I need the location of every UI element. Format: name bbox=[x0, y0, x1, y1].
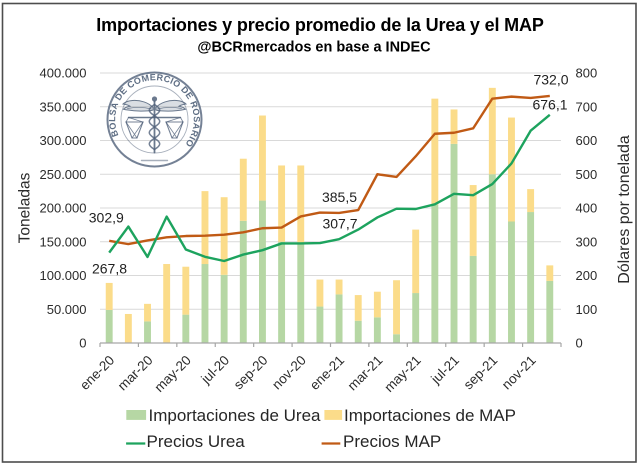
svg-text:600: 600 bbox=[576, 133, 598, 148]
svg-text:200: 200 bbox=[576, 268, 598, 283]
svg-text:800: 800 bbox=[576, 66, 598, 81]
svg-text:Dólares por tonelada: Dólares por tonelada bbox=[616, 135, 633, 284]
svg-text:300: 300 bbox=[576, 234, 598, 249]
svg-text:400: 400 bbox=[576, 201, 598, 216]
svg-text:Precios MAP: Precios MAP bbox=[343, 432, 441, 451]
svg-text:100.000: 100.000 bbox=[40, 268, 87, 283]
svg-text:500: 500 bbox=[576, 167, 598, 182]
svg-text:250.000: 250.000 bbox=[40, 167, 87, 182]
svg-text:400.000: 400.000 bbox=[40, 66, 87, 81]
svg-text:Importaciones de Urea: Importaciones de Urea bbox=[149, 406, 322, 425]
svg-text:Precios Urea: Precios Urea bbox=[147, 432, 246, 451]
svg-text:700: 700 bbox=[576, 99, 598, 114]
svg-text:0: 0 bbox=[576, 336, 583, 351]
svg-text:150.000: 150.000 bbox=[40, 234, 87, 249]
svg-text:676,1: 676,1 bbox=[532, 97, 567, 113]
svg-text:Importaciones y precio promedi: Importaciones y precio promedio de la Ur… bbox=[96, 15, 544, 35]
svg-text:100: 100 bbox=[576, 302, 598, 317]
svg-text:307,7: 307,7 bbox=[322, 216, 357, 232]
svg-text:267,8: 267,8 bbox=[92, 261, 127, 277]
svg-text:732,0: 732,0 bbox=[533, 72, 568, 88]
svg-text:200.000: 200.000 bbox=[40, 201, 87, 216]
svg-text:385,5: 385,5 bbox=[322, 189, 357, 205]
svg-text:Toneladas: Toneladas bbox=[17, 172, 34, 243]
svg-text:@BCRmercados en base a INDEC: @BCRmercados en base a INDEC bbox=[197, 40, 431, 56]
svg-text:300.000: 300.000 bbox=[40, 133, 87, 148]
svg-text:Importaciones de MAP: Importaciones de MAP bbox=[344, 406, 516, 425]
svg-text:50.000: 50.000 bbox=[47, 302, 87, 317]
svg-text:350.000: 350.000 bbox=[40, 99, 87, 114]
svg-text:302,9: 302,9 bbox=[89, 210, 124, 226]
svg-text:0: 0 bbox=[79, 336, 86, 351]
